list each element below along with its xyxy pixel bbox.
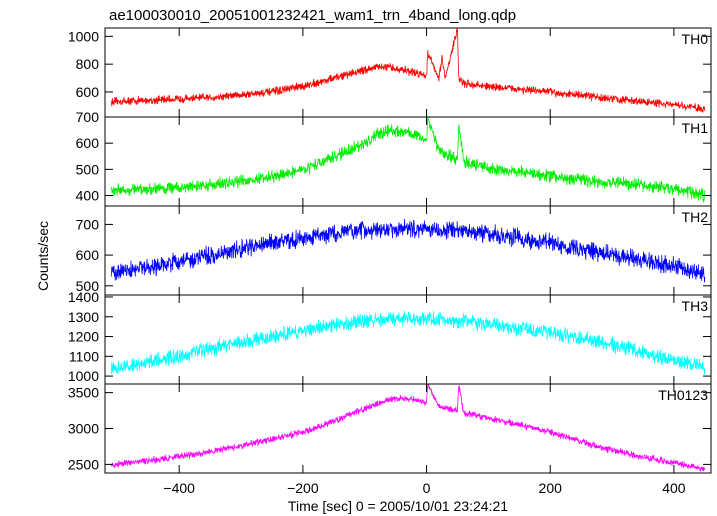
series-line-th0 — [110, 28, 706, 113]
panel-frame — [104, 383, 712, 474]
series-line-th2 — [110, 218, 706, 283]
panel-frame — [104, 27, 712, 118]
y-tick-label: 1400 — [68, 289, 99, 305]
panel-label-th0: TH0 — [682, 31, 709, 47]
y-tick-label: 2500 — [68, 456, 99, 472]
series-line-th3 — [110, 310, 706, 375]
y-tick-label: 600 — [76, 84, 100, 100]
series-line-th1 — [110, 117, 706, 203]
panel-label-th2: TH2 — [682, 209, 709, 225]
y-tick-label: 700 — [76, 216, 100, 232]
y-tick-label: 3500 — [68, 385, 99, 401]
y-tick-label: 800 — [76, 56, 100, 72]
panel-label-th1: TH1 — [682, 120, 709, 136]
y-tick-label: 600 — [76, 247, 100, 263]
x-tick-label: −400 — [163, 480, 195, 496]
y-tick-label: 1100 — [69, 348, 99, 364]
chart-title: ae100030010_20051001232421_wam1_trn_4ban… — [109, 7, 516, 24]
x-tick-label: 200 — [539, 480, 563, 496]
y-tick-label: 1300 — [68, 309, 99, 325]
y-tick-label: 1000 — [68, 28, 99, 44]
x-tick-label: 400 — [662, 480, 686, 496]
panel-label-th0123: TH0123 — [658, 387, 708, 403]
panel-frame — [104, 205, 712, 296]
x-tick-label: 0 — [423, 480, 431, 496]
y-tick-label: 500 — [76, 278, 100, 294]
y-tick-label: 700 — [76, 109, 100, 125]
y-tick-label: 1200 — [68, 329, 99, 345]
y-tick-label: 3000 — [68, 421, 99, 437]
y-tick-label: 500 — [76, 161, 100, 177]
panel-label-th3: TH3 — [682, 298, 709, 314]
y-tick-label: 1000 — [68, 368, 99, 384]
y-tick-label: 600 — [76, 135, 100, 151]
x-tick-label: −200 — [287, 480, 319, 496]
panel-frame — [104, 294, 712, 385]
x-axis-label: Time [sec] 0 = 2005/10/01 23:24:21 — [288, 498, 508, 514]
y-axis-label: Counts/sec — [35, 221, 51, 291]
series-line-th0123 — [110, 384, 706, 472]
chart-panels: 600 800 1000 TH0 400 500 600 700 TH1 500 600 700 TH2… — [68, 27, 712, 496]
y-tick-label: 400 — [76, 188, 100, 204]
